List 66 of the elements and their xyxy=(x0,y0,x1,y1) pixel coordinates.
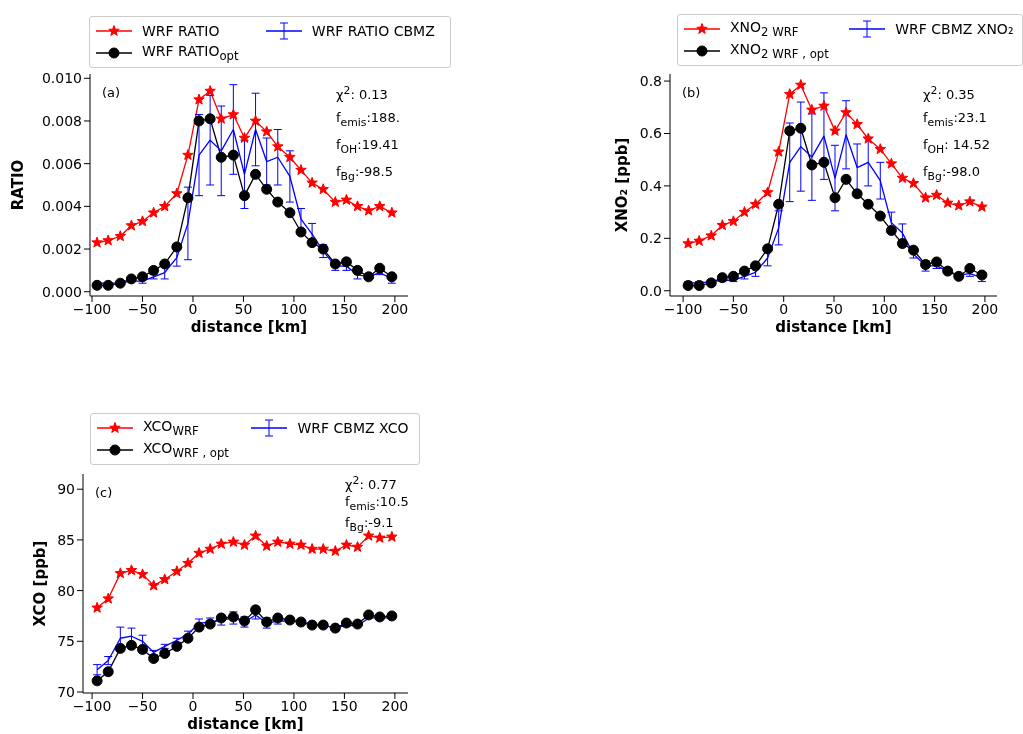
x-tick-label: 200 xyxy=(381,300,409,317)
x-tick-label: 100 xyxy=(280,697,308,714)
y-tick-label: 80 xyxy=(57,582,75,599)
x-tick-label: 0 xyxy=(188,697,198,714)
x-tick-label: 100 xyxy=(280,300,308,317)
legend-label: XNO$_{2 WRF}$ xyxy=(730,19,799,39)
x-tick-label: 100 xyxy=(870,300,898,317)
x-tick-label: 200 xyxy=(381,697,409,714)
y-tick-label: 0.6 xyxy=(639,125,663,142)
y-tick-label: 0.006 xyxy=(41,155,83,172)
x-tick-label: −50 xyxy=(127,697,158,714)
x-tick-label: 150 xyxy=(921,300,948,317)
annotation: f$_{Bg}$:-98.0 xyxy=(923,163,980,185)
annotation: f$_{OH}$: 14.52 xyxy=(923,136,990,158)
x-tick-label: 200 xyxy=(971,300,999,317)
annotation: f$_{emis}$:10.5 xyxy=(345,493,409,515)
x-tick-label: −100 xyxy=(663,300,703,317)
annotation: χ$^{2}$: 0.13 xyxy=(336,83,388,105)
legend-label: WRF RATIO$_{opt}$ xyxy=(142,43,239,63)
legend-label: WRF CBMZ XNO₂ xyxy=(895,21,1014,37)
legend-label: WRF CBMZ XCO xyxy=(297,420,409,436)
legend-label: WRF RATIO xyxy=(142,23,220,39)
x-tick-label: 50 xyxy=(825,300,843,317)
y-tick-label: 75 xyxy=(57,633,75,650)
x-axis-title: distance [km] xyxy=(774,318,893,336)
x-tick-label: 150 xyxy=(331,300,358,317)
legend-label: XNO$_{2 WRF , opt}$ xyxy=(730,41,829,61)
y-tick-label: 0.008 xyxy=(41,112,82,129)
legend-label: XCO$_{WRF}$ xyxy=(143,418,199,438)
annotation: f$_{emis}$:23.1 xyxy=(923,109,987,131)
annotation: χ$^{2}$: 0.77 xyxy=(345,473,397,495)
annotation: f$_{Bg}$:-98.5 xyxy=(336,163,393,185)
y-tick-label: 0.004 xyxy=(41,198,83,215)
y-tick-label: 0.2 xyxy=(639,230,662,247)
x-tick-label: 50 xyxy=(234,697,253,714)
annotation: f$_{OH}$:19.41 xyxy=(336,136,399,158)
annotation: (b) xyxy=(682,84,701,102)
y-tick-label: 0.002 xyxy=(41,241,82,258)
y-axis-title: XNO₂ [ppb] xyxy=(613,137,631,233)
y-axis-title: XCO [ppb] xyxy=(31,540,49,627)
x-axis-title: distance [km] xyxy=(186,715,305,733)
y-tick-label: 90 xyxy=(57,481,75,498)
annotation: f$_{Bg}$:-9.1 xyxy=(345,514,394,536)
legend-label: XCO$_{WRF , opt}$ xyxy=(143,440,229,460)
annotation: (c) xyxy=(95,484,113,502)
y-tick-label: 0.010 xyxy=(41,70,82,87)
annotation: χ$^{2}$: 0.35 xyxy=(923,83,975,105)
x-tick-label: −100 xyxy=(72,300,112,317)
x-tick-label: −50 xyxy=(127,300,158,317)
y-tick-label: 0.8 xyxy=(639,73,662,90)
y-tick-label: 70 xyxy=(57,683,75,700)
legend-label: WRF RATIO CBMZ xyxy=(311,23,435,39)
x-tick-label: 0 xyxy=(779,300,789,317)
y-tick-label: 0.0 xyxy=(639,282,662,299)
x-tick-label: −100 xyxy=(72,697,112,714)
x-axis-title: distance [km] xyxy=(189,318,309,336)
x-tick-label: 0 xyxy=(188,300,198,317)
y-tick-label: 85 xyxy=(57,531,75,548)
y-axis-title: RATIO xyxy=(9,159,27,211)
x-tick-label: −50 xyxy=(718,300,749,317)
annotation: f$_{emis}$:188. xyxy=(336,109,400,131)
y-tick-label: 0.000 xyxy=(41,283,82,300)
annotation: (a) xyxy=(102,84,121,102)
y-tick-label: 0.4 xyxy=(639,177,663,194)
x-tick-label: 50 xyxy=(234,300,253,317)
x-tick-label: 150 xyxy=(331,697,358,714)
